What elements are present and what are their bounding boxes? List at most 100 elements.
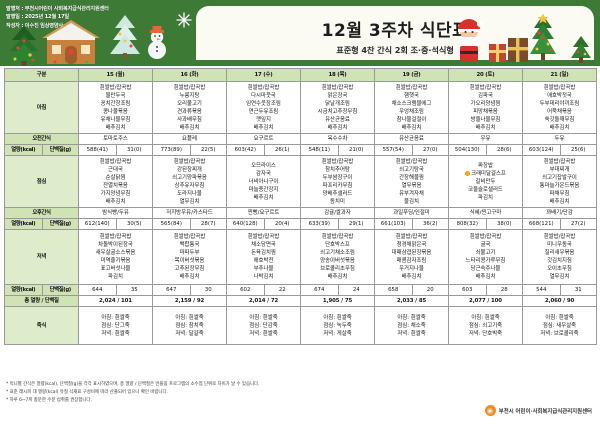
row-label-kcal-protein-1: 열량(kcal) 단백질(g) [4,144,79,156]
total-cell-4: 1,905 / 75 [300,295,375,307]
menu-item: 유산균음료 [325,116,350,123]
menu-item: 부추나물 [253,266,274,272]
protein-value: 36(2) [411,219,449,229]
menu-item: 칠리새우볶음 [544,250,575,256]
menu-item: 흰쌀밥/잡곡밥 [173,234,206,240]
kcal-value: 565(84) [160,221,182,227]
menu-item: 점심: 쇠고기죽 [468,322,503,329]
menu-item: 대패삼겹된장볶음 [391,250,432,256]
menu-item: 아침: 흰쌀죽 [397,314,426,321]
menu-item: 오므라이스 [251,162,276,169]
protein-label-1: 단백질(g) [41,145,79,155]
menu-item: 연근두유조림 [248,108,279,115]
page-title: 12월 3주차 식단표 [321,21,469,41]
menu-item: 흰쌀밥/잡곡밥 [99,158,132,165]
menu-item: 열무김치 [179,198,200,205]
menu-item: 간장해물찜 [399,174,424,181]
lunch-cell-1: 흰쌀밥/잡곡밥 근대국 순살닭찜 잔멸치볶음 가지양념무침 배추김치 [78,155,153,208]
dinner-cell-4: 흰쌀밥/잡곡밥 단호박스프 쇠고기채소조림 양송이버섯볶음 브로콜리초무침 배추김치 [300,229,375,285]
total-cell-5: 2,033 / 85 [374,295,449,307]
menu-item: 어묵채볶음 [547,108,572,115]
porridge-cell-7: 아침: 흰쌀죽 점심: 새우살죽 저녁: 브로콜리죽 [522,306,597,345]
protein-value: 22 [263,285,301,295]
lunch-nutrition-4: 633(39) 29(1) [300,218,375,230]
menu-item: 물김치 [404,198,419,205]
menu-item: 흰쌀밥/잡곡밥 [395,158,428,165]
kcal-value: 633(39) [308,221,330,227]
menu-item: 상추유자무침 [174,182,205,189]
menu-item: 쇠고기양파볶음 [172,174,207,181]
protein-value: 27(0) [411,145,449,155]
kcal-value: 612(140) [84,221,110,227]
column-header-day-2: 16 (화) [152,68,227,82]
menu-item: 점심: 단감죽 [249,322,278,329]
menu-item: 아침: 흰쌀죽 [323,314,352,321]
menu-item: 단호박스프 [325,242,350,248]
lunch-nutrition-3: 640(128) 20(4) [226,218,301,230]
table-header-row: 구분 15 (월) 16 (화) 17 (수) 18 (목) 19 (금) 20… [4,68,597,82]
menu-item: 닭날개조림 [325,100,350,107]
porridge-cell-6: 아침: 흰쌀죽 점심: 쇠고기죽 저녁: 단호박죽 [448,306,523,345]
menu-item: 파프리카무침 [322,182,353,189]
menu-item: 동치미 [330,198,345,205]
protein-value: 31(0) [115,145,153,155]
protein-value: 20(4) [263,219,301,229]
dinner-cell-6: 흰쌀밥/잡곡밥 굴국 쇠불고기 느타리콩가루무침 당근숙주나물 배추김치 [448,229,523,285]
morning-snack-cell-3: 요구르트 [226,133,301,145]
column-header-day-4: 18 (목) [300,68,375,82]
row-label-total: 총 열량 / 단백질 [4,295,79,307]
kcal-value: 668(121) [528,221,554,227]
kcal-value: 544 [536,287,547,293]
menu-item: 갓김치지짐 [547,258,572,264]
protein-value: 25(6) [559,145,597,155]
dinner-nutrition-3: 602 22 [226,284,301,296]
protein-value: 29(1) [337,219,375,229]
row-label-morning-snack: 오전간식 [4,133,79,145]
menu-item: 양배추샐러드 [322,190,353,197]
menu-item: 참치추어탕 [325,166,350,173]
row-label-porridge: 죽식 [4,306,79,345]
menu-item: 시금치고추장무침 [317,108,358,115]
breakfast-cell-2: 흰쌀밥/잡곡밥 누룽지탕 오리불고기 견과류볶음 사과배무침 배추김치 [152,81,227,134]
kcal-value: 504(130) [454,147,480,153]
menu-item: 콩나물볶음 [103,108,128,115]
menu-item: 쇠불고기 [475,250,496,256]
protein-value: 35 [115,285,153,295]
protein-value: 30 [189,285,227,295]
menu-table-container: 구분 15 (월) 16 (화) 17 (수) 18 (목) 19 (금) 20… [4,68,597,345]
menu-item: 피망채볶음 [473,108,498,115]
menu-item: 흰쌀밥/잡곡밥 [395,234,428,240]
menu-item: 차돌박이된장국 [98,242,133,248]
menu-item: 흰쌀밥/잡곡밥 [543,234,576,240]
menu-item: 열무볶음 [401,182,422,189]
menu-item: 고추된장무침 [174,266,205,272]
menu-item: 임연수웃장조림 [246,100,281,107]
publisher-line-2: 발행일 : 2025년 12월 17일 [6,14,70,21]
menu-item: 점심: 참치죽 [175,322,204,329]
protein-value: 30(5) [115,219,153,229]
breakfast-nutrition-5: 557(54) 27(0) [374,144,449,156]
publisher-line-1: 발행처 : 부천시어린이 사회복지급식관리지원센터 [6,6,109,12]
footnote-1: * 먹니별 간식은 열량(kcal), 단백질(g)을 각각 표시하였으며, 총… [6,382,260,387]
porridge-cell-2: 아침: 흰쌀죽 점심: 참치죽 저녁: 달걀죽 [152,306,227,345]
afternoon-snack-cell-1: 밤식빵/두유 [78,207,153,219]
column-header-gubun: 구분 [4,68,79,82]
lunch-nutrition-1: 612(140) 30(5) [78,218,153,230]
menu-item: 유채나물무침 [100,116,131,123]
menu-item: 목이버섯볶음 [174,258,205,264]
afternoon-snack-cell-4: 감귤/쌀과자 [300,207,375,219]
row-label-lunch: 점심 [4,155,79,208]
column-header-day-5: 19 (금) [374,68,449,82]
afternoon-snack-row: 오후간식 밤식빵/두유 저지방우유/카스타드 찐빵/요구르트 감귤/쌀과자 과일… [4,207,597,219]
morning-snack-cell-1: 토마토주스 [78,133,153,145]
menu-item: 굴국 [480,242,491,248]
lunch-nutrition-2: 565(84) 28(7) [152,218,227,230]
protein-value: 31 [559,285,597,295]
kcal-value: 674 [314,287,325,293]
lunch-cell-2: 흰쌀밥/잡곡밥 강된장찌개 쇠고기양파볶음 상추유자무침 도라지나물 열무김치 [152,155,227,208]
porridge-cell-5: 아침: 흰쌀죽 점심: 채소죽 저녁: 흰쌀죽 [374,306,449,345]
menu-item: 표고버섯나물 [100,266,131,272]
kcal-value: 557(54) [382,147,404,153]
protein-value: 28(6) [485,145,523,155]
breakfast-row: 아침 흰쌀밥/잡곡밥 물만두국 꽁치간장조림 콩나물볶음 유채나물무침 배추김치 흰쌀밥/… [4,81,597,134]
